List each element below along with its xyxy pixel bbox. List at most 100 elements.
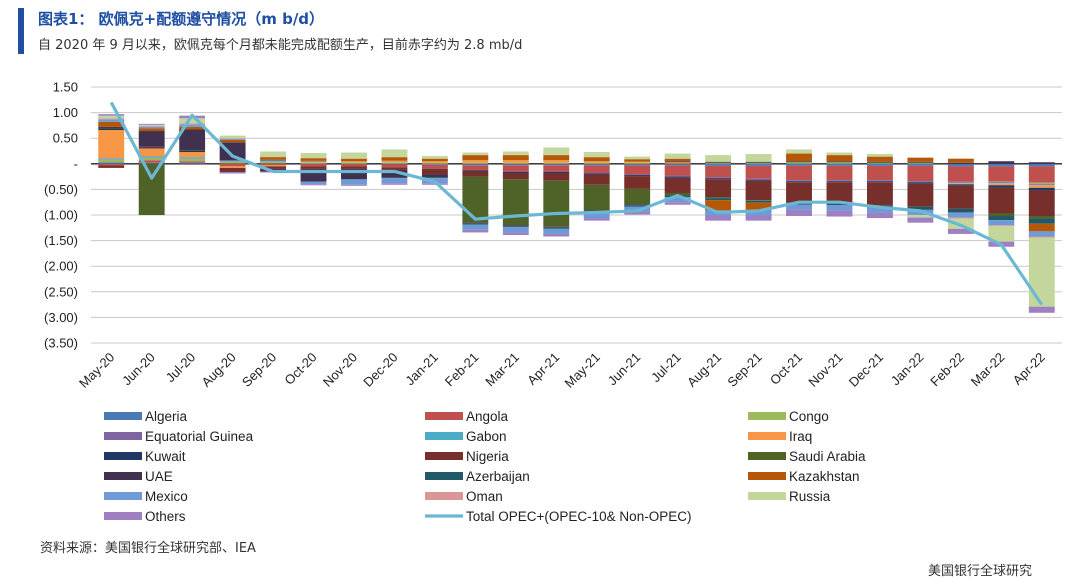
- bar-segment: [381, 178, 408, 184]
- bar-segment: [583, 162, 610, 164]
- bar-segment: [1028, 216, 1055, 219]
- bar-segment: [260, 151, 287, 157]
- bar-segment: [583, 218, 610, 221]
- bar-segment: [988, 163, 1015, 167]
- y-tick-label: 1.00: [53, 105, 78, 120]
- bar-segment: [260, 160, 287, 162]
- legend-swatch: [425, 432, 463, 440]
- bar-segment: [583, 174, 610, 185]
- bar-segment: [219, 135, 246, 139]
- bar-segment: [947, 166, 974, 182]
- bar-segment: [907, 162, 934, 164]
- legend-swatch: [104, 452, 142, 460]
- legend-swatch: [748, 432, 786, 440]
- bar-segment: [786, 209, 812, 217]
- x-tick-label: Apr-22: [1010, 350, 1048, 388]
- bar-segment: [179, 149, 206, 151]
- x-tick-label: Jul-21: [648, 350, 684, 386]
- bar-segment: [988, 226, 1015, 242]
- bar-segment: [98, 119, 125, 122]
- bar-segment: [1028, 237, 1055, 307]
- bar-segment: [502, 160, 529, 163]
- chart-title: 图表1： 欧佩克+配额遵守情况（m b/d）: [38, 10, 325, 28]
- bar-segment: [583, 163, 610, 166]
- bar-segment: [381, 164, 408, 168]
- bar-segment: [907, 165, 934, 182]
- bar-segment: [1028, 184, 1055, 186]
- bar-segment: [421, 162, 448, 164]
- legend-label: Algeria: [145, 409, 188, 424]
- bar-segment: [260, 157, 287, 160]
- x-tick-label: Nov-21: [805, 350, 845, 390]
- bar-segment: [907, 215, 934, 218]
- bar-segment: [988, 225, 1015, 227]
- bar-segment: [1028, 187, 1055, 191]
- y-tick-label: (2.50): [44, 284, 78, 299]
- bar-segment: [219, 160, 246, 161]
- bar-segment: [502, 155, 529, 161]
- y-tick-label: (3.50): [44, 336, 78, 351]
- bar-segment: [341, 166, 367, 169]
- bar-segment: [786, 182, 812, 203]
- bar-segment: [138, 126, 165, 129]
- bar-segment: [947, 181, 974, 183]
- bar-segment: [988, 213, 1015, 217]
- bar-segment: [179, 151, 206, 153]
- bar-segment: [988, 187, 1015, 214]
- bar-segment: [341, 162, 367, 163]
- bar-segment: [260, 161, 287, 162]
- x-tick-label: May-21: [562, 350, 603, 391]
- x-tick-label: Jan-21: [402, 350, 441, 389]
- bar-segment: [664, 163, 691, 164]
- x-tick-label: Apr-21: [524, 350, 562, 388]
- bar-segment: [624, 165, 651, 175]
- bar-segment: [705, 197, 732, 199]
- bar-segment: [705, 178, 732, 180]
- bar-segment: [866, 154, 893, 157]
- bar-segment: [179, 157, 206, 159]
- bar-segment: [664, 158, 691, 162]
- y-tick-label: (3.00): [44, 310, 78, 325]
- legend-label: Equatorial Guinea: [145, 429, 254, 444]
- bar-segment: [98, 158, 125, 160]
- x-tick-label: Mar-22: [968, 350, 1008, 390]
- bar-segment: [745, 178, 772, 180]
- bar-segment: [583, 173, 610, 174]
- bar-segment: [745, 163, 772, 166]
- legend-label: Saudi Arabia: [789, 449, 866, 464]
- bar-segment: [300, 162, 327, 163]
- bar-segment: [705, 162, 732, 164]
- legend-swatch: [748, 492, 786, 500]
- bar-segment: [502, 151, 529, 156]
- bar-segment: [745, 210, 772, 216]
- bar-segment: [988, 182, 1015, 184]
- bar-segment: [502, 163, 529, 166]
- bar-segment: [664, 197, 691, 203]
- bar-segment: [624, 162, 651, 164]
- bar-segment: [543, 226, 570, 228]
- bar-segment: [462, 171, 489, 177]
- legend-label: Azerbaijan: [466, 469, 530, 484]
- bar-segment: [583, 212, 610, 219]
- bar-segment: [947, 208, 974, 213]
- legend-label: Angola: [466, 409, 509, 424]
- x-tick-label: Nov-20: [320, 350, 360, 390]
- bar-segment: [502, 173, 529, 180]
- bar-segment: [826, 165, 853, 181]
- bar-segment: [543, 163, 570, 166]
- bar-segment: [421, 161, 448, 163]
- bar-segment: [947, 162, 974, 164]
- x-tick-label: Jan-22: [888, 350, 927, 389]
- bar-segment: [583, 173, 610, 175]
- bar-segment: [988, 161, 1015, 164]
- bar-segment: [219, 142, 246, 161]
- bar-segment: [98, 159, 125, 160]
- bar-segment: [421, 163, 448, 165]
- bar-segment: [381, 162, 408, 164]
- bar-segment: [502, 227, 529, 233]
- bar-segment: [826, 155, 853, 162]
- bar-segment: [219, 166, 246, 168]
- bar-segment: [462, 224, 489, 230]
- bar-segment: [219, 160, 246, 162]
